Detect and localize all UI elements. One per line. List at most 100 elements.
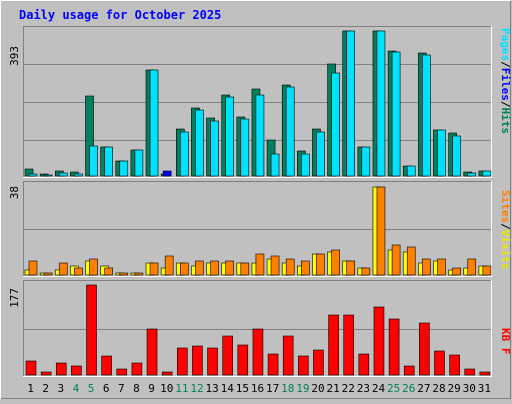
- bar-kb-f-day-21: [328, 314, 339, 376]
- bar-sites-day-11: [179, 262, 189, 276]
- x-tick-label-day-21: 21: [327, 382, 340, 395]
- x-tick-label-day-3: 3: [58, 382, 65, 395]
- bar-sites-day-4: [74, 267, 83, 276]
- x-tick-label-day-19: 19: [296, 382, 309, 395]
- scale-max-label: 38: [8, 186, 21, 199]
- x-tick-label-day-8: 8: [133, 382, 140, 395]
- panel-visits-sites: 38 Sites/Visits: [8, 181, 512, 277]
- bar-sites-day-10: [164, 255, 174, 276]
- bar-sites-day-30: [467, 258, 477, 276]
- chart-title: Daily usage for October 2025: [19, 8, 221, 22]
- x-tick-label-day-20: 20: [311, 382, 324, 395]
- x-tick-label-day-28: 28: [432, 382, 445, 395]
- bar-sites-day-1: [28, 260, 38, 276]
- bar-pages-day-12: [195, 109, 204, 177]
- bar-sites-day-17: [270, 255, 280, 276]
- bar-pages-day-15: [240, 118, 250, 177]
- bar-kb-f-day-9: [146, 328, 158, 376]
- x-tick-label-day-22: 22: [342, 382, 355, 395]
- x-tick-label-day-1: 1: [27, 382, 34, 395]
- bar-sites-day-22: [346, 260, 356, 276]
- x-tick-label-day-15: 15: [236, 382, 249, 395]
- bar-sites-day-12: [195, 260, 204, 276]
- bar-sites-day-24: [376, 186, 386, 276]
- bar-pages-day-23: [361, 146, 371, 177]
- x-axis-day-labels: 1 2 3 4 5 6 7 8 9 10 11 12 13 14 15 16 17 18 19 20 21 22 23 24 2…: [27, 382, 491, 395]
- x-tick-label-day-17: 17: [266, 382, 279, 395]
- bar-sites-day-28: [437, 258, 446, 276]
- bar-sites-day-19: [301, 260, 310, 276]
- bar-pages-day-2: [43, 174, 53, 177]
- bar-pages-day-24: [376, 30, 386, 177]
- bar-pages-day-21: [331, 72, 340, 177]
- x-tick-label-day-5: 5: [88, 382, 95, 395]
- x-tick-label-day-31: 31: [478, 382, 491, 395]
- bar-sites-day-7: [119, 272, 129, 276]
- bar-pages-day-6: [104, 146, 113, 177]
- bar-pages-day-9: [149, 69, 159, 177]
- bar-kb-f-day-31: [479, 371, 491, 376]
- bar-kb-f-day-4: [71, 365, 82, 376]
- bar-pages-day-18: [285, 86, 295, 177]
- bar-sites-day-6: [104, 267, 113, 276]
- bar-pages-day-25: [391, 51, 401, 177]
- bar-pages-day-20: [316, 131, 325, 177]
- x-tick-label-day-29: 29: [448, 382, 461, 395]
- bar-sites-day-9: [149, 262, 159, 276]
- bar-kb-f-day-28: [434, 350, 445, 376]
- bar-kb-f-day-7: [116, 368, 128, 376]
- x-tick-label-day-13: 13: [205, 382, 218, 395]
- bar-pages-day-28: [437, 129, 446, 177]
- bar-pages-day-31: [482, 170, 492, 177]
- bar-sites-day-26: [406, 246, 416, 276]
- bar-kb-f-day-26: [403, 365, 415, 376]
- x-tick-label-day-23: 23: [357, 382, 370, 395]
- bar-kb-f-day-24: [373, 306, 385, 376]
- x-tick-label-day-2: 2: [42, 382, 49, 395]
- bar-sites-day-21: [331, 249, 340, 276]
- bar-kb-f-day-14: [222, 335, 233, 376]
- bar-kb-f-day-17: [267, 353, 279, 376]
- bar-kb-f-day-22: [343, 314, 355, 376]
- legend-sites: Sites: [499, 190, 512, 223]
- bar-pages-day-13: [210, 120, 219, 177]
- x-tick-label-day-30: 30: [463, 382, 476, 395]
- bar-pages-day-7: [119, 160, 129, 177]
- bar-sites-day-2: [43, 272, 53, 276]
- legend: Pages/Files/Hits: [499, 28, 512, 134]
- bar-kb-f-day-27: [419, 322, 430, 376]
- bar-sites-day-29: [452, 267, 461, 276]
- bar-kb-f-day-29: [449, 354, 460, 376]
- bar-kb-f-day-6: [101, 355, 112, 376]
- panel-hits-files-pages: 393 Pages/Files/Hits: [8, 26, 512, 178]
- bar-pages-day-11: [179, 131, 189, 177]
- bar-sites-day-14: [225, 260, 234, 276]
- bar-kb-f-day-1: [25, 360, 37, 376]
- bar-sites-day-5: [89, 258, 98, 276]
- x-tick-label-day-26: 26: [402, 382, 415, 395]
- bar-sites-day-27: [422, 258, 431, 276]
- bar-pages-day-8: [134, 149, 144, 177]
- bar-pages-day-4: [74, 173, 83, 177]
- bar-sites-day-8: [134, 272, 144, 276]
- bar-kb-f-day-18: [282, 335, 294, 376]
- bar-pages-day-14: [225, 96, 234, 177]
- bar-kb-f-day-19: [298, 355, 309, 376]
- bar-sites-day-3: [58, 262, 68, 276]
- legend: KB F: [499, 328, 512, 355]
- legend-files: Files: [499, 68, 512, 101]
- scale-max-label: 177: [8, 288, 21, 308]
- bar-kb-f-day-11: [176, 347, 188, 376]
- bar-pages-day-5: [89, 145, 98, 177]
- bar-kb-f-day-12: [192, 345, 203, 376]
- bar-pages-day-16: [255, 94, 265, 177]
- bar-sites-day-23: [361, 267, 371, 276]
- legend-kb-f: KB F: [499, 328, 512, 355]
- panel-kbytes: 177 KB F: [8, 280, 512, 377]
- x-tick-label-day-25: 25: [387, 382, 400, 395]
- bar-kb-f-day-25: [388, 318, 400, 376]
- bar-kb-f-day-23: [358, 353, 370, 376]
- bar-sites-day-25: [391, 244, 401, 276]
